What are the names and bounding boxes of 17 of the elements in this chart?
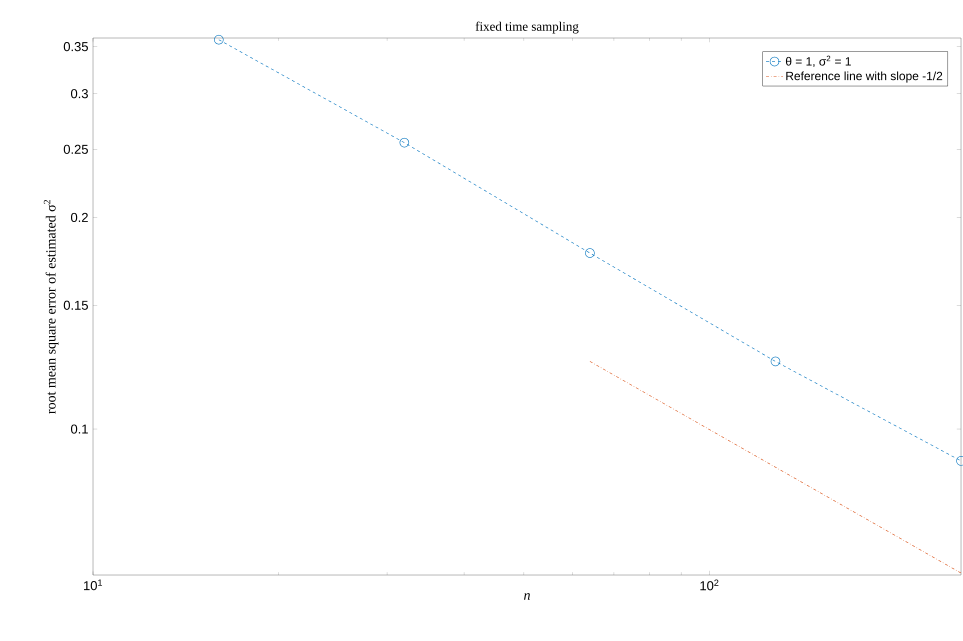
point <box>770 356 780 366</box>
y-tick-label: 0.35 <box>64 42 88 52</box>
x-axis-title: n <box>524 593 530 600</box>
point <box>585 248 595 258</box>
y-tick-label: 0.25 <box>64 144 88 154</box>
legend-label: θ = 1, σ$^{2}$ = 1 <box>786 56 851 68</box>
y-tick-label: 0.15 <box>64 300 88 310</box>
x-tick-label: 10$^{2}$ <box>700 580 718 590</box>
chart-title: fixed time sampling <box>476 22 579 34</box>
legend-label: Reference line with slope -1/2 <box>786 71 942 83</box>
x-tick-label: 10$^{1}$ <box>84 580 102 590</box>
y-axis-title: root mean square error of estimated σ$^{2}$ <box>44 200 58 414</box>
y-tick-label: 0.2 <box>70 212 88 222</box>
y-tick-label: 0.3 <box>70 89 88 98</box>
point <box>400 138 410 148</box>
y-tick-label: 0.1 <box>70 424 88 434</box>
point <box>214 34 224 44</box>
